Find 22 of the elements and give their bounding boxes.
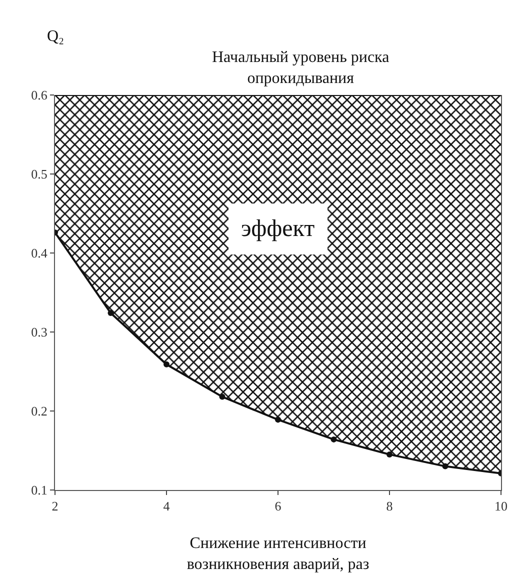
point	[164, 361, 170, 368]
x-tick-label: 4	[163, 498, 170, 514]
y-tick-label: 0.5	[31, 166, 48, 182]
ref-line-label: Начальный уровень риска опрокидывания	[212, 49, 390, 87]
point	[219, 394, 226, 400]
point	[275, 416, 281, 423]
annotation: эффект	[241, 216, 316, 242]
point	[108, 310, 114, 316]
point	[442, 463, 448, 470]
y-axis-title: Q₂	[47, 28, 64, 45]
y-tick-label: 0.6	[31, 88, 48, 103]
point	[330, 436, 337, 442]
x-tick-label: 10	[494, 498, 508, 514]
x-axis-title: Снижение интенсивности возникновения аварий, раз	[186, 535, 370, 573]
point	[386, 451, 392, 458]
y-tick-label: 0.3	[31, 324, 48, 340]
y-tick-label: 0.4	[31, 246, 48, 261]
x-tick-label: 8	[386, 498, 393, 514]
x-tick-label: 6	[274, 498, 282, 514]
y-tick-label: 0.2	[31, 404, 48, 419]
y-tick-label: 0.1	[31, 482, 48, 498]
x-tick-label: 2	[52, 498, 58, 514]
